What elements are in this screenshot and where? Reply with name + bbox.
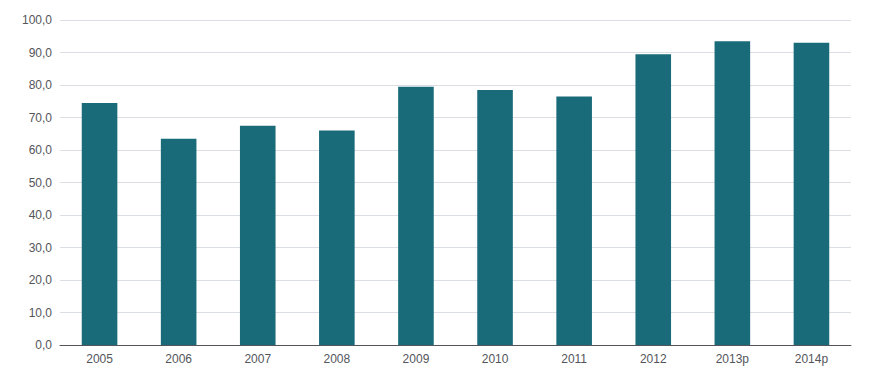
- svg-text:50,0: 50,0: [29, 176, 53, 190]
- svg-text:90,0: 90,0: [29, 46, 53, 60]
- svg-text:2013p: 2013p: [716, 352, 750, 366]
- svg-text:2007: 2007: [244, 352, 271, 366]
- svg-text:0,0: 0,0: [35, 338, 52, 352]
- svg-text:2008: 2008: [323, 352, 350, 366]
- svg-text:2009: 2009: [403, 352, 430, 366]
- svg-text:2011: 2011: [561, 352, 587, 366]
- svg-text:10,0: 10,0: [29, 306, 53, 320]
- svg-text:2005: 2005: [86, 352, 113, 366]
- svg-text:2010: 2010: [482, 352, 509, 366]
- svg-text:40,0: 40,0: [29, 208, 53, 222]
- svg-text:80,0: 80,0: [29, 78, 53, 92]
- svg-text:20,0: 20,0: [29, 273, 53, 287]
- svg-text:2012: 2012: [640, 352, 667, 366]
- svg-text:2006: 2006: [165, 352, 192, 366]
- svg-text:30,0: 30,0: [29, 241, 53, 255]
- svg-text:60,0: 60,0: [29, 143, 53, 157]
- svg-text:100,0: 100,0: [22, 13, 52, 27]
- svg-text:2014p: 2014p: [795, 352, 829, 366]
- svg-text:70,0: 70,0: [29, 111, 53, 125]
